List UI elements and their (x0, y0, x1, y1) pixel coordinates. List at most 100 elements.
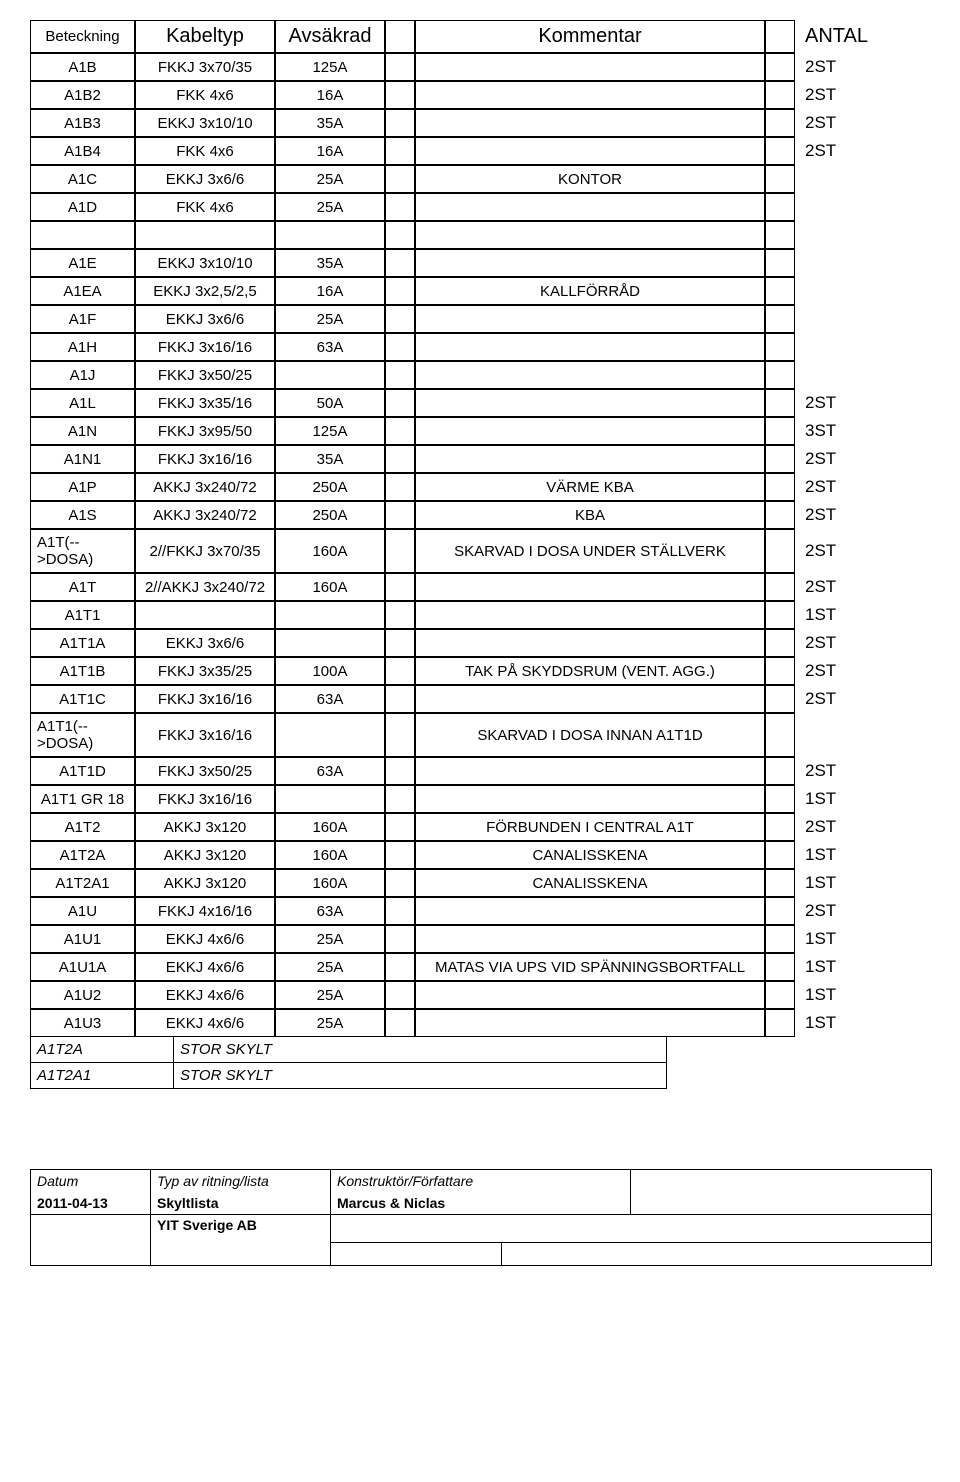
cell-kommentar (415, 757, 765, 785)
cell-kabeltyp: FKKJ 3x50/25 (135, 361, 275, 389)
table-row: A1T2A1AKKJ 3x120160ACANALISSKENA1ST (30, 869, 930, 897)
cell-spacer-a (385, 333, 415, 361)
cell-kabeltyp: AKKJ 3x120 (135, 813, 275, 841)
cell-spacer-a (385, 1009, 415, 1037)
cell-spacer-b (765, 445, 795, 473)
spacer-row (30, 221, 930, 249)
cell-kommentar (415, 249, 765, 277)
cell-beteckning: A1T(-- >DOSA) (30, 529, 135, 573)
col-kommentar: Kommentar (415, 20, 765, 53)
cell-avsakrad: 25A (275, 981, 385, 1009)
cell-spacer-b (765, 333, 795, 361)
cell-avsakrad (275, 713, 385, 757)
cell-kommentar: KALLFÖRRÅD (415, 277, 765, 305)
cell-antal (795, 333, 905, 361)
cell-kommentar: MATAS VIA UPS VID SPÄNNINGSBORTFALL (415, 953, 765, 981)
cell-antal: 2ST (795, 81, 905, 109)
cell-kabeltyp: EKKJ 4x6/6 (135, 1009, 275, 1037)
cell-kommentar: KBA (415, 501, 765, 529)
cell-beteckning: A1B2 (30, 81, 135, 109)
cell-kommentar (415, 193, 765, 221)
cell-beteckning: A1T (30, 573, 135, 601)
cell-kabeltyp: FKKJ 3x16/16 (135, 685, 275, 713)
cell-antal (795, 277, 905, 305)
cell-beteckning: A1U1A (30, 953, 135, 981)
table-row: A1N1FKKJ 3x16/1635A2ST (30, 445, 930, 473)
cell-kabeltyp: FKKJ 3x35/16 (135, 389, 275, 417)
cell-kabeltyp: FKK 4x6 (135, 137, 275, 165)
cell-beteckning: A1H (30, 333, 135, 361)
cell-antal: 2ST (795, 473, 905, 501)
datum-label: Datum (31, 1170, 151, 1192)
cell-beteckning: A1U1 (30, 925, 135, 953)
cell-spacer-b (765, 529, 795, 573)
cell-beteckning: A1U2 (30, 981, 135, 1009)
cell-kommentar: SKARVAD I DOSA UNDER STÄLLVERK (415, 529, 765, 573)
cell-avsakrad: 35A (275, 249, 385, 277)
company: YIT Sverige AB (151, 1215, 331, 1265)
cell-spacer-b (765, 305, 795, 333)
cell-avsakrad: 50A (275, 389, 385, 417)
cell-beteckning: A1T1A (30, 629, 135, 657)
cell-antal: 2ST (795, 657, 905, 685)
typ-label: Typ av ritning/lista (151, 1170, 331, 1192)
cell-spacer-b (765, 573, 795, 601)
cell-antal (795, 713, 905, 757)
cell-avsakrad: 160A (275, 813, 385, 841)
cell-kommentar (415, 785, 765, 813)
cell-spacer-b (765, 277, 795, 305)
cell-spacer-a (385, 981, 415, 1009)
typ-value: Skyltlista (151, 1192, 331, 1214)
cell-spacer-a (385, 193, 415, 221)
cell-kabeltyp: FKKJ 3x16/16 (135, 333, 275, 361)
cell-beteckning: A1N (30, 417, 135, 445)
cell-avsakrad: 25A (275, 193, 385, 221)
cell-spacer-b (765, 981, 795, 1009)
cell-antal: 2ST (795, 629, 905, 657)
cell-avsakrad (275, 785, 385, 813)
cell-antal (795, 361, 905, 389)
cell-spacer-b (765, 869, 795, 897)
cell-spacer-a (385, 869, 415, 897)
cell-beteckning: A1T1 GR 18 (30, 785, 135, 813)
cell-spacer-a (385, 361, 415, 389)
cell-antal: 1ST (795, 869, 905, 897)
cell-beteckning: A1F (30, 305, 135, 333)
cell-spacer-a (385, 305, 415, 333)
cell-spacer-b (765, 361, 795, 389)
cell-spacer-a (385, 165, 415, 193)
cell-spacer-a (385, 389, 415, 417)
cell-kommentar (415, 305, 765, 333)
cell-spacer-b (765, 841, 795, 869)
cell-kommentar (415, 925, 765, 953)
konstr-label: Konstruktör/Författare (331, 1170, 631, 1192)
table-row: A1EEKKJ 3x10/1035A (30, 249, 930, 277)
cell-antal: 2ST (795, 685, 905, 713)
col-avsakrad: Avsäkrad (275, 20, 385, 53)
cell-kabeltyp: 2//FKKJ 3x70/35 (135, 529, 275, 573)
cell-kommentar (415, 361, 765, 389)
table-row: A1FEKKJ 3x6/625A (30, 305, 930, 333)
cell-antal (795, 249, 905, 277)
cell-avsakrad: 25A (275, 165, 385, 193)
cell-avsakrad: 16A (275, 81, 385, 109)
cell-avsakrad: 160A (275, 869, 385, 897)
cell-spacer-a (385, 473, 415, 501)
cell-beteckning: A1T1 (30, 601, 135, 629)
cell-spacer-b (765, 81, 795, 109)
cell-kommentar (415, 573, 765, 601)
cell-beteckning: A1B3 (30, 109, 135, 137)
cell-spacer-b (765, 193, 795, 221)
cell-spacer-b (765, 813, 795, 841)
cell-kommentar (415, 685, 765, 713)
col-spacer-b (765, 20, 795, 53)
table-row: A1PAKKJ 3x240/72250AVÄRME KBA2ST (30, 473, 930, 501)
cell-avsakrad: 25A (275, 305, 385, 333)
col-antal: ANTAL (795, 20, 905, 53)
cell-kommentar: KONTOR (415, 165, 765, 193)
table-row: A1SAKKJ 3x240/72250AKBA2ST (30, 501, 930, 529)
cell-avsakrad: 25A (275, 953, 385, 981)
cell-avsakrad: 16A (275, 137, 385, 165)
cell-spacer-a (385, 53, 415, 81)
cell-kabeltyp: FKKJ 3x16/16 (135, 785, 275, 813)
